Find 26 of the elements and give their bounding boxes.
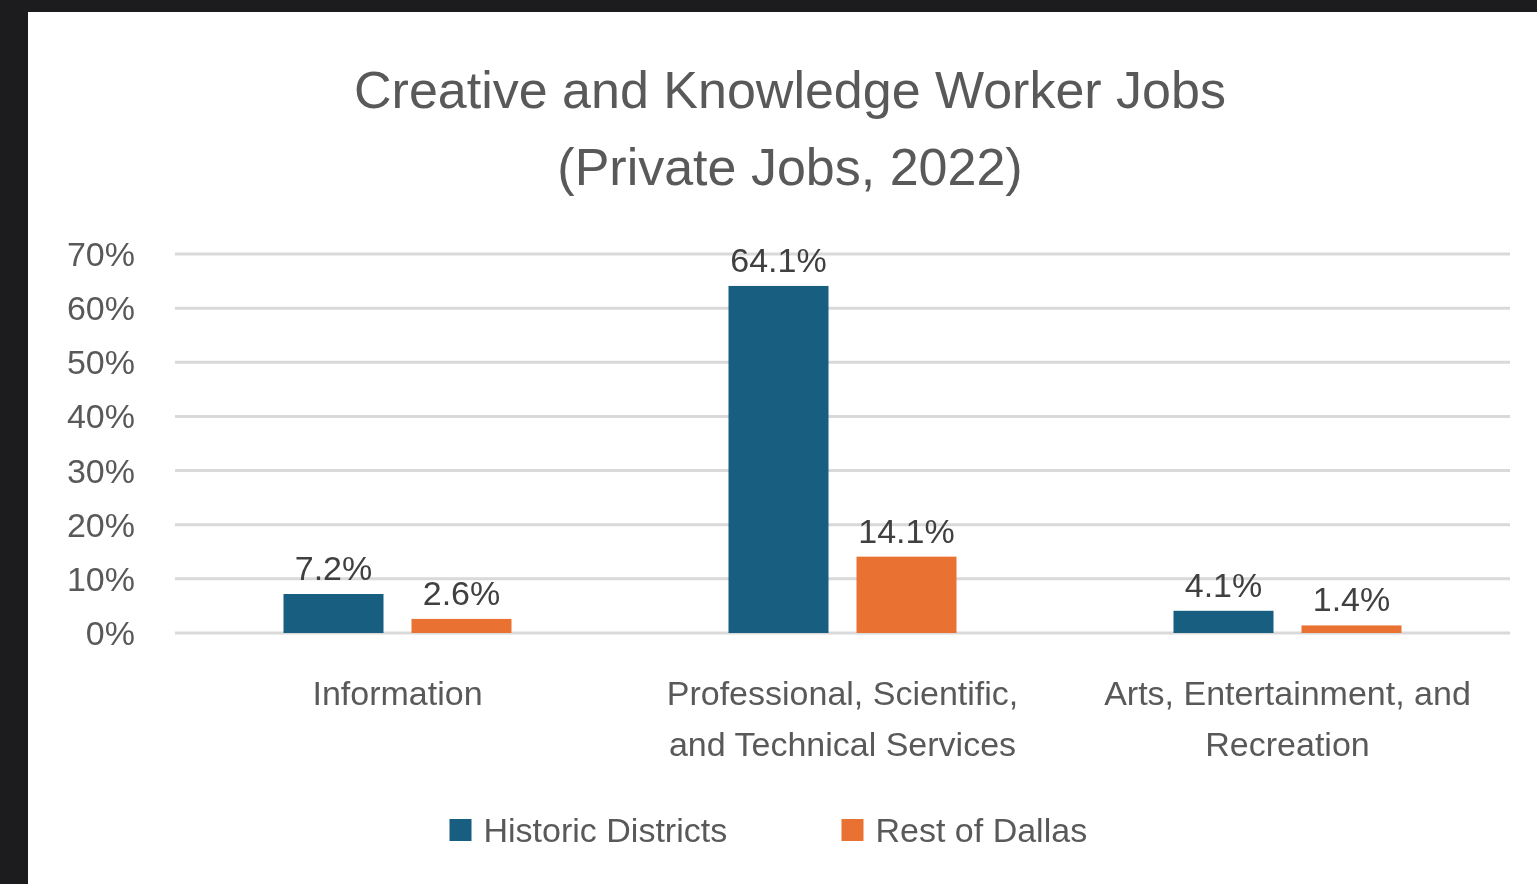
- x-tick-label: Information: [312, 674, 483, 712]
- y-tick-label: 30%: [66, 451, 135, 490]
- data-label: 1.4%: [1312, 580, 1391, 619]
- bar: [1173, 610, 1274, 633]
- bar: [283, 594, 384, 633]
- data-label: 2.6%: [422, 573, 501, 612]
- data-label: 14.1%: [858, 511, 955, 550]
- bar: [856, 556, 957, 633]
- bar: [411, 618, 512, 633]
- y-tick-label: 60%: [66, 289, 135, 328]
- y-tick-label: 40%: [66, 397, 135, 436]
- legend-label: Rest of Dallas: [875, 811, 1088, 849]
- bar: [1301, 625, 1402, 633]
- y-tick-label: 10%: [66, 559, 135, 598]
- y-tick-label: 50%: [66, 343, 135, 382]
- chart-title: Creative and Knowledge Worker Jobs (Private Jobs, 2022): [354, 61, 1226, 196]
- x-tick-label: Professional, Scientific, and Technical Services: [666, 674, 1019, 763]
- data-label: 7.2%: [294, 549, 373, 588]
- y-tick-label: 20%: [66, 505, 135, 544]
- y-tick-label: 0%: [85, 614, 135, 652]
- legend-label: Historic Districts: [483, 811, 728, 849]
- data-label: 64.1%: [730, 240, 827, 279]
- x-tick-label: Arts, Entertainment, and Recreation: [1104, 674, 1471, 763]
- data-label: 4.1%: [1184, 565, 1263, 604]
- bar: [728, 285, 829, 633]
- y-tick-label: 70%: [66, 235, 135, 273]
